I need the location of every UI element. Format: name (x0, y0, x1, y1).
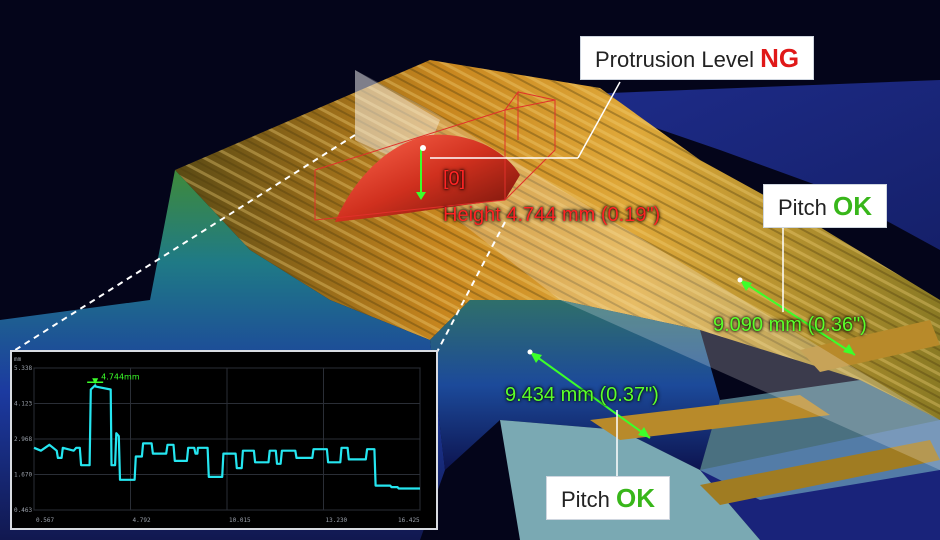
pitch-bottom-label: Pitch (561, 487, 610, 512)
pitch-arrow-2 (527, 349, 651, 439)
profile-line (33, 384, 420, 490)
pitch-callout-bottom: Pitch OK (546, 476, 671, 520)
peak-label: 4.744mm (101, 372, 140, 381)
y-tick-label: 4.123 (14, 401, 32, 408)
block-top-ridges (175, 60, 940, 420)
x-tick-label: 0.567 (36, 517, 54, 524)
x-tick-label: 16.425 (398, 517, 420, 524)
lower-strip-1 (590, 395, 830, 440)
graph-ticks: 5.338 4.123 2.968 1.670 0.463 mm 0.567 4.792 10.… (14, 356, 420, 524)
pitch-right-status: OK (833, 191, 873, 221)
peak-arrow (92, 378, 99, 385)
right-strip (800, 320, 940, 372)
x-tick-label: 10.015 (229, 517, 251, 524)
y-tick-label: 1.670 (14, 472, 32, 479)
zoom-line-right (436, 221, 506, 353)
height-measurement: Height 4.744 mm (0.19") (443, 204, 661, 226)
protrusion-callout: Protrusion Level NG (580, 36, 815, 80)
y-tick-label: 5.338 (14, 365, 32, 372)
height-index-label: [0] (443, 168, 466, 190)
profile-graph-panel: 5.338 4.123 2.968 1.670 0.463 mm 0.567 4.792 10.… (10, 350, 438, 530)
measurement-box (314, 90, 556, 221)
floor-right (560, 80, 940, 250)
graph-grid (33, 367, 421, 511)
lower-strip-2 (700, 440, 940, 505)
y-tick-label: 2.968 (14, 436, 32, 443)
y-unit-label: mm (14, 356, 22, 363)
protrusion-bump (335, 134, 520, 222)
pitch-measurement-1: 9.090 mm (0.36") (713, 314, 867, 336)
protrusion-leader-diag (577, 81, 621, 159)
pitch-right-label: Pitch (778, 195, 827, 220)
x-tick-label: 4.792 (133, 517, 151, 524)
height-arrow (416, 145, 426, 200)
pitch-measurement-2: 9.434 mm (0.37") (505, 384, 659, 406)
protrusion-label: Protrusion Level (595, 47, 754, 72)
x-tick-label: 13.230 (326, 517, 348, 524)
zoom-line-left (11, 134, 356, 353)
profile-graph: 5.338 4.123 2.968 1.670 0.463 mm 0.567 4.792 10.… (14, 356, 421, 524)
protrusion-status: NG (760, 43, 800, 73)
pitch-callout-right: Pitch OK (763, 184, 888, 228)
pitch-bottom-status: OK (616, 483, 656, 513)
pitch-arrow-1 (737, 277, 856, 356)
y-tick-label: 0.463 (14, 507, 32, 514)
peak-annotation: 4.744mm (87, 372, 140, 385)
